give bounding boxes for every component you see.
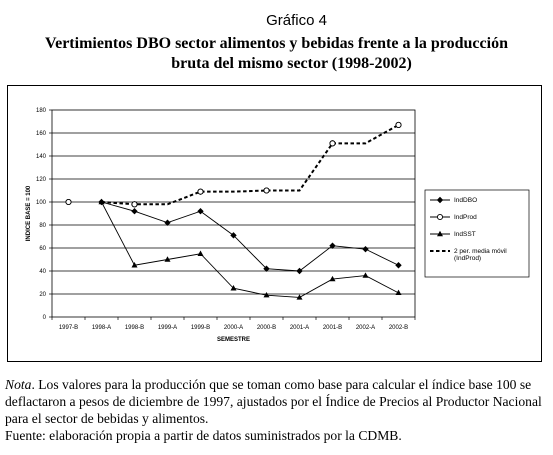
y-tick-label: 100 — [36, 200, 47, 206]
series-inddbo-point — [263, 265, 270, 272]
y-tick-label: 180 — [36, 108, 47, 114]
x-tick-label: 2002-A — [356, 325, 375, 331]
legend-marker — [436, 196, 444, 204]
figure-label: Gráfico 4 — [266, 12, 327, 29]
series-indprod-point — [263, 187, 270, 194]
chart-title: Vertimientos DBO sector alimentos y bebi… — [0, 34, 553, 74]
y-tick-label: 140 — [36, 154, 47, 160]
series-indsst-line — [101, 201, 399, 298]
y-tick-label: 80 — [39, 223, 46, 229]
series-indprod-point — [197, 188, 204, 195]
series-indprod-point — [395, 121, 402, 128]
x-tick-label: 1998-B — [125, 325, 144, 331]
legend-marker — [437, 230, 443, 237]
legend-label: IndDBO — [454, 197, 477, 204]
plot-area — [51, 109, 416, 318]
x-tick-label: 1999-A — [158, 325, 177, 331]
legend-label: IndProd — [454, 214, 477, 221]
series-inddbo-point — [197, 208, 204, 215]
y-tick-label: 20 — [39, 292, 46, 298]
x-tick-label: 1999-B — [191, 325, 210, 331]
legend-box — [424, 189, 530, 278]
series-indsst-point — [230, 285, 237, 291]
x-tick-label: 2000-B — [257, 325, 276, 331]
series-indsst-point — [197, 250, 204, 256]
y-axis-label: INDICE BASE = 100 — [26, 185, 32, 241]
series-indsst-point — [329, 275, 336, 282]
note-text: . Los valores para la producción que se … — [5, 377, 542, 426]
x-tick-label: 1998-A — [92, 325, 111, 331]
y-tick-label: 60 — [39, 246, 46, 252]
chart-title-line-2: bruta del mismo sector (1998-2002) — [171, 55, 412, 72]
series-indsst-point — [131, 262, 138, 268]
series-indsst-point — [296, 294, 303, 300]
chart-title-line-1: Vertimientos DBO sector alimentos y bebi… — [45, 35, 508, 52]
series-2-per-media-m-vil-indprod-line — [101, 124, 399, 206]
series-indprod-point — [329, 140, 336, 147]
series-indsst-point — [164, 256, 171, 262]
x-tick-label: 2001-A — [290, 325, 309, 331]
series-inddbo-point — [164, 219, 171, 226]
y-tick-label: 160 — [36, 131, 47, 137]
x-tick-label: 2001-B — [323, 325, 342, 331]
chart-note: Nota. Los valores para la producción que… — [5, 376, 550, 444]
series-inddbo-point — [395, 262, 402, 269]
note-source: Fuente: elaboración propia a partir de d… — [5, 428, 402, 443]
x-tick-label: 2000-A — [224, 325, 243, 331]
series-inddbo-point — [329, 242, 336, 249]
legend-marker — [436, 213, 444, 221]
series-inddbo-point — [131, 208, 138, 215]
x-axis-label: SEMESTRE — [217, 337, 250, 343]
legend-label: IndSST — [454, 231, 476, 238]
x-tick-label: 1997-B — [59, 325, 78, 331]
series-inddbo-line — [101, 201, 399, 272]
y-tick-label: 0 — [43, 315, 47, 321]
series-inddbo-point — [362, 245, 369, 253]
legend-label: 2 per. media móvil — [454, 248, 507, 255]
series-indsst-point — [263, 291, 270, 298]
y-tick-label: 40 — [39, 269, 46, 275]
series-indprod-point — [65, 198, 72, 206]
y-tick-label: 120 — [36, 177, 47, 183]
series-indprod-point — [131, 201, 138, 208]
legend-label: (IndProd) — [454, 255, 481, 262]
x-tick-label: 2002-B — [389, 325, 408, 331]
series-inddbo-point — [230, 232, 237, 239]
series-indsst-point — [395, 289, 402, 296]
note-label: Nota — [5, 377, 32, 392]
series-indsst-point — [362, 272, 369, 278]
series-inddbo-point — [296, 267, 303, 275]
